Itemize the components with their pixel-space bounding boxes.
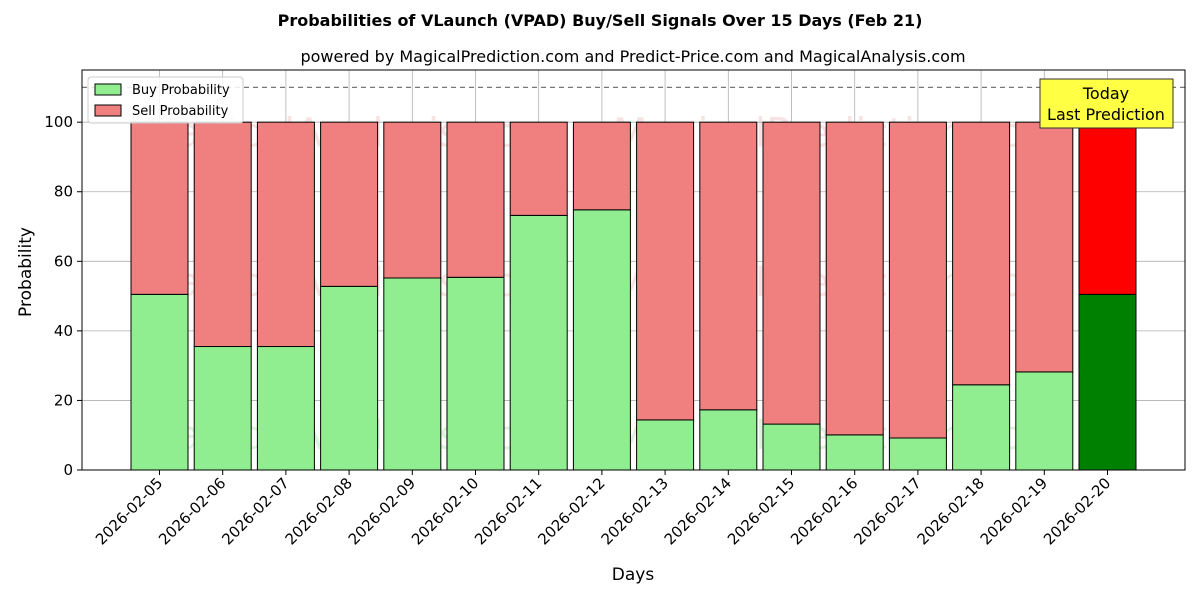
buy-bar [572,209,631,471]
sell-bar [320,121,379,287]
buy-bar [952,384,1011,471]
x-tick-label: 2026-02-18 [914,474,988,548]
legend-label-sell: Sell Probability [132,104,229,119]
plot-area: MagicalAnalysis.comMagicalPrediction.com… [44,69,1186,548]
y-tick-label: 20 [54,391,73,409]
buy-bar [636,419,695,471]
x-tick-label: 2026-02-16 [787,474,861,548]
chart-subtitle: powered by MagicalPrediction.com and Pre… [300,47,965,66]
y-axis-label: Probability [16,227,36,317]
x-tick-label: 2026-02-08 [282,474,356,548]
buy-bar [699,409,758,471]
y-tick-label: 60 [54,252,73,270]
sell-bar [572,121,631,211]
plot-frame [81,69,1186,471]
buy-bar [130,293,189,471]
legend-box [87,76,244,124]
x-tick-label: 2026-02-14 [661,474,735,548]
buy-bar [446,276,505,471]
y-tick-label: 100 [44,113,73,131]
x-tick-label: 2026-02-13 [598,474,672,548]
sell-bar [256,121,315,348]
x-tick-label: 2026-02-15 [724,474,798,548]
sell-bar [888,121,947,439]
buy-bar [193,346,252,471]
buy-bar [1078,293,1137,471]
y-tick-label: 40 [54,322,73,340]
x-tick-label: 2026-02-19 [977,474,1051,548]
sell-bar [383,121,442,279]
buy-bar [762,423,821,471]
x-tick-label: 2026-02-11 [471,474,545,548]
sell-bar [762,121,821,425]
y-tick-label: 80 [54,183,73,201]
sell-bar [699,121,758,411]
sell-bar [1078,121,1137,295]
buy-bar [825,434,884,471]
legend-swatch-buy [94,83,122,96]
legend-swatch-sell [94,104,122,117]
sell-bar [1015,121,1074,373]
legend-label-buy: Buy Probability [132,83,230,98]
x-tick-label: 2026-02-06 [155,474,229,548]
x-tick-label: 2026-02-09 [345,474,419,548]
sell-bar [636,121,695,421]
sell-bar [193,121,252,348]
y-tick-label: 0 [63,461,73,479]
buy-bar [256,346,315,471]
buy-bar [1015,371,1074,471]
buy-bar [888,437,947,471]
x-tick-label: 2026-02-17 [850,474,924,548]
x-tick-label: 2026-02-05 [92,474,166,548]
sell-bar [446,121,505,278]
sell-bar [952,121,1011,386]
sell-bar [130,121,189,295]
x-axis-label: Days [612,565,655,585]
x-tick-label: 2026-02-07 [218,474,292,548]
x-tick-label: 2026-02-12 [534,474,608,548]
x-tick-label: 2026-02-20 [1040,474,1114,548]
sell-bar [509,121,568,216]
today-annotation-line2: Last Prediction [1047,105,1165,124]
buy-bar [383,277,442,471]
buy-bar [320,285,379,471]
buy-bar [509,214,568,471]
chart-title: Probabilities of VLaunch (VPAD) Buy/Sell… [278,11,923,30]
sell-bar [825,121,884,436]
today-annotation-box [1039,78,1174,129]
x-tick-label: 2026-02-10 [408,474,482,548]
today-annotation-line1: Today [1082,84,1129,103]
